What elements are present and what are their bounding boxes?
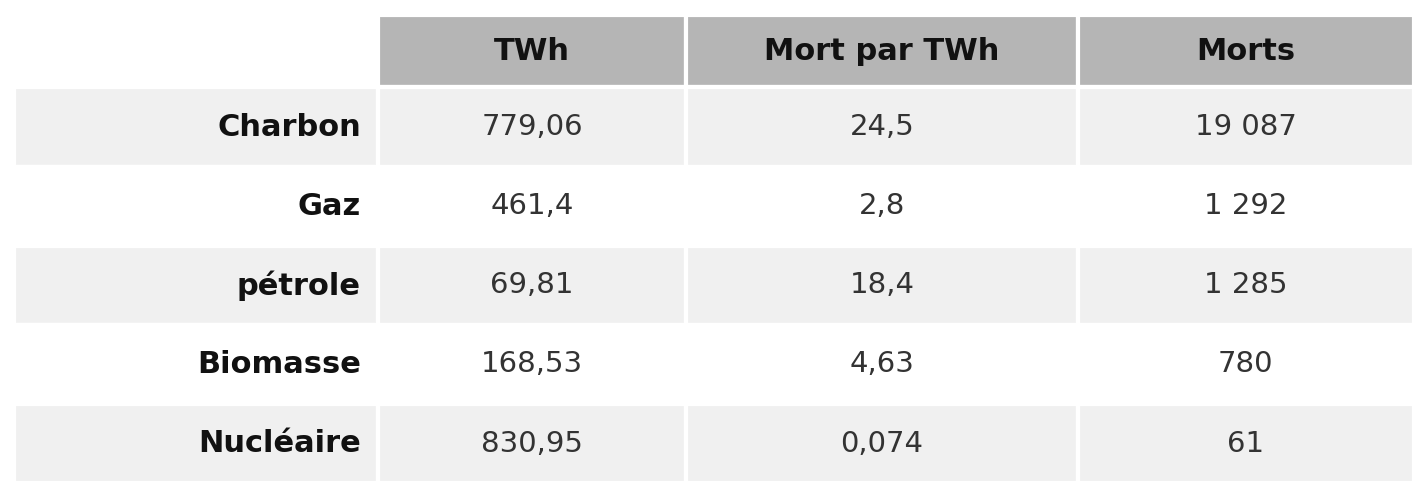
Bar <box>1078 167 1414 246</box>
Text: Mort par TWh: Mort par TWh <box>764 37 1000 66</box>
Text: 24,5: 24,5 <box>850 113 914 141</box>
Text: 1 292: 1 292 <box>1204 192 1288 220</box>
Bar <box>685 15 1078 88</box>
Text: 830,95: 830,95 <box>481 429 583 458</box>
Bar <box>378 325 685 404</box>
Bar <box>14 246 378 325</box>
Bar <box>1078 88 1414 167</box>
Bar <box>14 404 378 483</box>
Text: Gaz: Gaz <box>298 192 361 221</box>
Bar <box>685 325 1078 404</box>
Text: 0,074: 0,074 <box>841 429 924 458</box>
Text: 1 285: 1 285 <box>1204 271 1288 299</box>
Text: 18,4: 18,4 <box>850 271 914 299</box>
Bar <box>1078 325 1414 404</box>
Text: 780: 780 <box>1218 351 1274 378</box>
Bar <box>685 88 1078 167</box>
Text: TWh: TWh <box>494 37 570 66</box>
Bar <box>14 167 378 246</box>
Bar <box>378 88 685 167</box>
Bar <box>685 404 1078 483</box>
Bar <box>378 404 685 483</box>
Text: Biomasse: Biomasse <box>197 350 361 379</box>
Text: pétrole: pétrole <box>237 270 361 300</box>
Bar <box>14 325 378 404</box>
Bar <box>14 88 378 167</box>
Bar <box>14 404 378 483</box>
Bar <box>378 167 685 246</box>
Text: 2,8: 2,8 <box>858 192 905 220</box>
Bar <box>14 88 378 167</box>
Text: 19 087: 19 087 <box>1195 113 1297 141</box>
Text: 4,63: 4,63 <box>850 351 914 378</box>
Text: 61: 61 <box>1227 429 1264 458</box>
Text: Nucléaire: Nucléaire <box>198 429 361 458</box>
Bar <box>14 246 378 325</box>
Text: 461,4: 461,4 <box>490 192 574 220</box>
Bar <box>1078 404 1414 483</box>
Bar <box>1078 246 1414 325</box>
Text: 168,53: 168,53 <box>481 351 583 378</box>
Text: 779,06: 779,06 <box>481 113 583 141</box>
Bar <box>378 15 685 88</box>
Text: 69,81: 69,81 <box>490 271 574 299</box>
Bar <box>685 246 1078 325</box>
Text: Charbon: Charbon <box>217 113 361 141</box>
Bar <box>685 167 1078 246</box>
Bar <box>14 167 378 246</box>
Bar <box>378 246 685 325</box>
Bar <box>14 325 378 404</box>
Bar <box>14 15 378 88</box>
Bar <box>1078 15 1414 88</box>
Text: Morts: Morts <box>1197 37 1295 66</box>
